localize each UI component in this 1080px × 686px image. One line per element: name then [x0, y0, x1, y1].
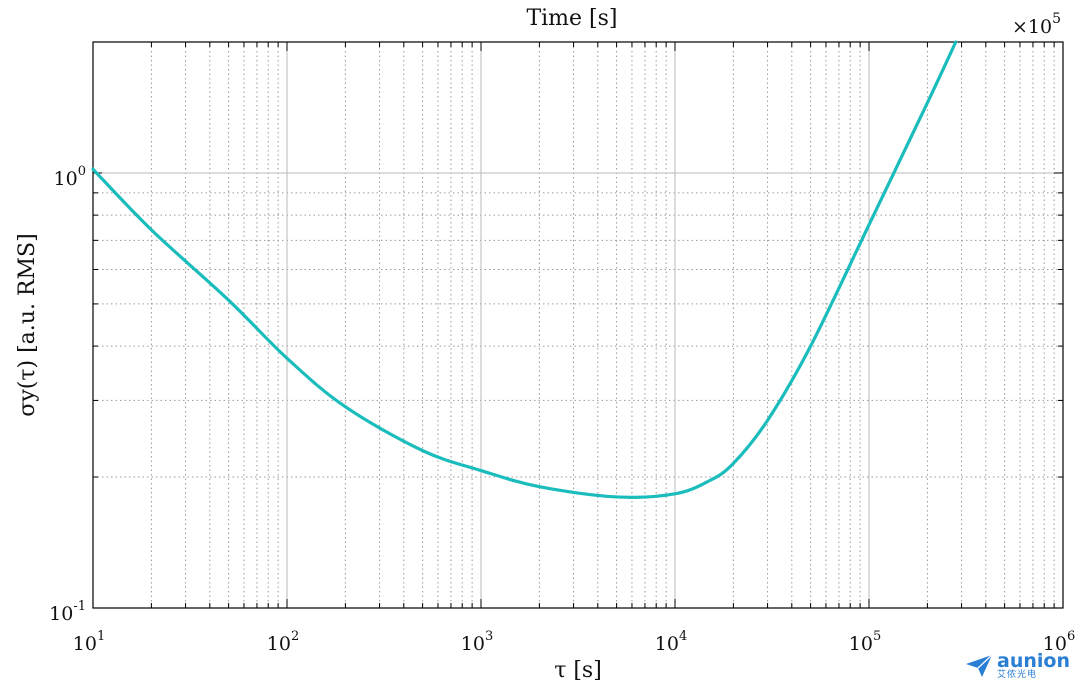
- y-tick-label: 10-1: [49, 599, 86, 625]
- x-tick-label: 103: [461, 629, 493, 655]
- plot-frame: [92, 41, 1064, 609]
- multiplier-label: ×105: [1012, 11, 1061, 38]
- y-tick-labels: 100 10-1: [49, 164, 86, 625]
- brand-subtitle: 艾侬光电: [997, 670, 1038, 680]
- axis-ticks: [92, 41, 1064, 609]
- x-axis-title: τ [s]: [554, 658, 602, 683]
- brand-name: aunion: [997, 650, 1070, 672]
- brand-logo: aunion 艾侬光电: [965, 652, 1070, 680]
- major-grid: [93, 42, 1063, 608]
- y-axis-title: σy(τ) [a.u. RMS]: [15, 233, 40, 416]
- x-tick-label: 102: [267, 629, 299, 655]
- x-tick-label: 106: [1043, 629, 1075, 655]
- x-tick-label: 104: [655, 629, 687, 655]
- y-tick-label: 100: [54, 164, 86, 190]
- x-tick-label: 101: [73, 629, 105, 655]
- paper-plane-icon: [966, 654, 993, 677]
- series-line: [91, 40, 958, 499]
- x-tick-label: 105: [849, 629, 881, 655]
- top-axis-title: Time [s]: [526, 6, 617, 31]
- x-tick-labels: 101 102 103 104 105 106: [73, 629, 1075, 655]
